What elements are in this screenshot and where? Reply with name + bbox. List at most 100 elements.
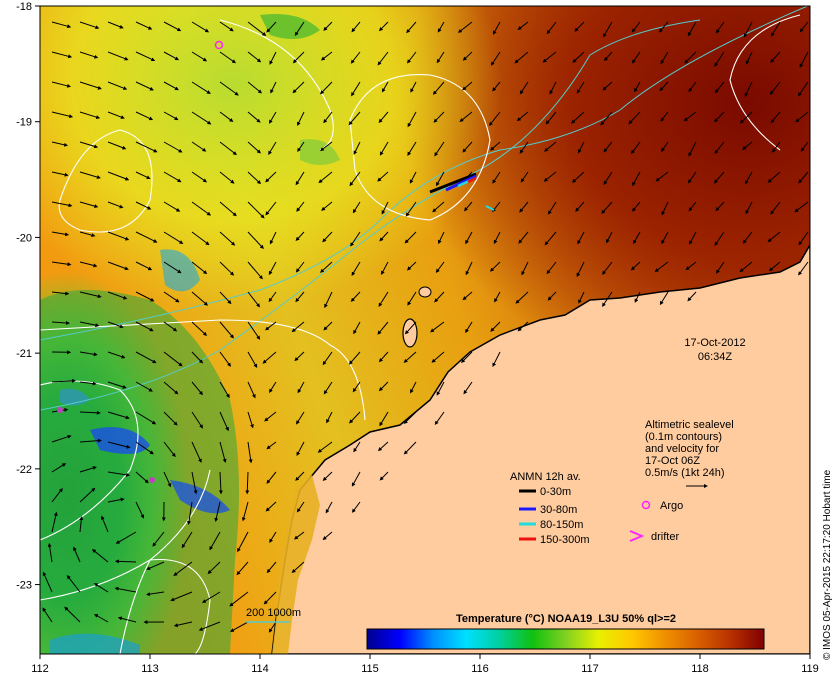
velocity-arrow <box>247 51 262 63</box>
velocity-arrow <box>247 111 261 123</box>
lat-tick-label: -20 <box>16 232 32 244</box>
velocity-arrow <box>797 81 809 97</box>
velocity-arrow <box>768 261 781 272</box>
velocity-arrow <box>245 471 250 495</box>
velocity-arrow <box>79 291 102 299</box>
velocity-arrow <box>715 201 725 212</box>
velocity-arrow <box>549 81 557 95</box>
velocity-arrow <box>634 291 641 303</box>
velocity-arrow <box>323 111 333 124</box>
velocity-arrow <box>297 141 305 153</box>
velocity-arrow <box>100 515 109 533</box>
velocity-arrow <box>463 201 473 212</box>
velocity-arrow <box>381 201 389 215</box>
velocity-arrow <box>268 291 277 303</box>
velocity-arrow <box>191 261 208 275</box>
velocity-arrow <box>714 141 725 154</box>
velocity-arrow <box>577 141 585 154</box>
velocity-arrow <box>73 546 81 563</box>
velocity-arrow <box>163 111 179 121</box>
velocity-arrow <box>207 561 221 575</box>
velocity-arrow <box>107 381 127 389</box>
velocity-arrow <box>349 411 361 424</box>
velocity-arrow <box>107 51 129 61</box>
velocity-arrow <box>135 501 145 519</box>
velocity-arrow <box>219 291 232 305</box>
velocity-arrow <box>152 531 165 547</box>
velocity-arrow <box>462 291 473 301</box>
colorbar-tick-label: 24 <box>559 658 572 670</box>
velocity-arrow <box>739 111 753 124</box>
velocity-arrow <box>191 231 210 246</box>
velocity-arrow <box>744 81 753 97</box>
velocity-arrow <box>163 51 180 61</box>
timestamp-date: 17-Oct-2012 <box>684 337 745 349</box>
velocity-arrow <box>404 231 417 244</box>
svg-text:Argo: Argo <box>660 500 683 512</box>
velocity-arrow <box>745 51 753 65</box>
velocity-arrow <box>463 381 473 395</box>
velocity-arrow <box>407 111 417 128</box>
velocity-arrow <box>79 141 99 149</box>
velocity-arrow <box>687 171 697 184</box>
velocity-arrow <box>170 591 193 602</box>
velocity-arrow <box>353 441 361 453</box>
velocity-arrow <box>241 501 249 522</box>
velocity-arrow <box>683 111 697 122</box>
velocity-arrow <box>772 141 781 153</box>
velocity-arrow <box>403 411 417 424</box>
velocity-arrow <box>767 171 781 183</box>
velocity-arrow <box>602 21 613 38</box>
velocity-arrow <box>430 321 445 333</box>
velocity-arrow <box>135 111 154 121</box>
velocity-arrow <box>320 51 333 61</box>
velocity-arrow <box>294 351 305 362</box>
velocity-arrow <box>688 141 697 157</box>
svg-text:0-30m: 0-30m <box>540 486 571 498</box>
svg-text:80-150m: 80-150m <box>540 519 583 531</box>
velocity-arrow <box>218 471 223 495</box>
velocity-arrow <box>135 81 154 91</box>
velocity-arrow <box>465 231 473 245</box>
lon-tick-label: 119 <box>801 663 819 675</box>
velocity-arrow <box>107 111 125 119</box>
velocity-arrow <box>661 231 669 245</box>
velocity-arrow <box>93 614 109 623</box>
velocity-arrow <box>135 21 153 30</box>
velocity-arrow <box>268 141 277 156</box>
velocity-arrow <box>436 171 445 187</box>
velocity-arrow <box>229 591 249 607</box>
lon-tick-label: 113 <box>141 663 159 675</box>
velocity-arrow <box>247 261 263 280</box>
velocity-arrow <box>323 21 333 31</box>
velocity-arrow <box>631 21 641 33</box>
velocity-arrow <box>93 583 109 593</box>
velocity-arrow <box>295 471 305 481</box>
velocity-arrow <box>381 81 389 93</box>
velocity-arrow <box>237 531 249 553</box>
velocity-arrow <box>630 261 641 271</box>
symbol-legend: Argo drifter <box>629 500 683 543</box>
velocity-arrow <box>521 261 529 276</box>
velocity-arrow <box>268 111 277 124</box>
velocity-arrow <box>163 261 182 274</box>
velocity-arrow <box>460 351 473 364</box>
velocity-arrow <box>572 51 585 63</box>
svg-text:30-80m: 30-80m <box>540 504 577 516</box>
velocity-arrow <box>715 21 725 34</box>
velocity-arrow <box>546 261 557 275</box>
velocity-arrow <box>714 111 725 123</box>
velocity-arrow <box>135 171 151 180</box>
velocity-arrow <box>64 606 81 623</box>
velocity-arrow <box>406 51 417 64</box>
velocity-arrow <box>135 351 157 364</box>
velocity-arrow <box>107 231 130 241</box>
lon-tick-label: 115 <box>361 663 379 675</box>
velocity-arrow <box>247 141 261 154</box>
velocity-arrow <box>434 291 445 303</box>
velocity-arrow <box>219 351 231 367</box>
velocity-arrow <box>348 111 361 126</box>
velocity-arrow <box>462 81 473 91</box>
velocity-arrow <box>742 141 753 150</box>
velocity-arrow <box>266 441 277 450</box>
